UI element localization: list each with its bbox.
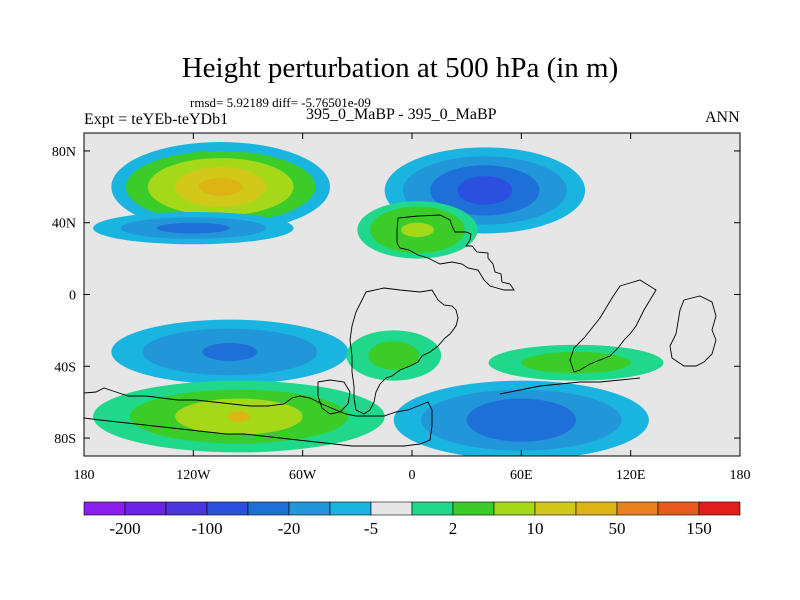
- season-label: ANN: [705, 109, 740, 126]
- colorbar-swatch: [657, 501, 700, 516]
- nh-pacific-positive-level-4: [198, 177, 243, 196]
- colorbar-label: 10: [527, 519, 544, 538]
- y-tick-label: 0: [69, 289, 76, 304]
- case-label: 395_0_MaBP - 395_0_MaBP: [306, 106, 497, 123]
- x-tick-label: 180: [730, 468, 751, 483]
- colorbar-swatch: [370, 501, 413, 516]
- colorbar-label: 150: [686, 519, 712, 538]
- colorbar-swatch: [83, 501, 126, 516]
- colorbar-swatch: [575, 501, 618, 516]
- colorbar-swatch: [534, 501, 577, 516]
- colorbar: -200 -100 -20 -5 2 10 50 150: [83, 501, 741, 538]
- coastline-antarctic-peninsula: [317, 379, 351, 415]
- nh-eurasia-negative-level-3: [457, 176, 513, 205]
- colorbar-swatch: [124, 501, 167, 516]
- sh-pacific-negative-level-2: [202, 342, 258, 361]
- coastline-layer: [84, 214, 717, 447]
- coastline-africa: [569, 279, 657, 373]
- coastline-north-america: [396, 214, 515, 291]
- y-tick-label: 80S: [54, 432, 76, 447]
- x-tick-label: 60W: [289, 468, 317, 483]
- colorbar-swatch: [493, 501, 536, 516]
- x-tick-label: 180: [74, 468, 95, 483]
- colorbar-label: 50: [609, 519, 626, 538]
- coastline-australia: [669, 295, 717, 367]
- colorbar-label: 2: [449, 519, 458, 538]
- colorbar-swatch: [452, 501, 495, 516]
- coastline-southern-ridge: [499, 377, 641, 395]
- colorbar-label: -200: [109, 519, 140, 538]
- y-tick-label: 40S: [54, 360, 76, 375]
- stats-label: rmsd= 5.92189 diff= -5.76501e-09: [190, 95, 371, 110]
- colorbar-swatch: [206, 501, 249, 516]
- coastline-antarctica: [84, 387, 433, 447]
- sh-indian-negative-level-2: [466, 398, 576, 442]
- x-tick-label: 60E: [510, 468, 533, 483]
- colorbar-label: -100: [191, 519, 222, 538]
- y-tick-label: 40N: [52, 217, 76, 232]
- x-tick-label: 0: [409, 468, 416, 483]
- chart-title: Height perturbation at 500 hPa (in m): [181, 52, 619, 84]
- colorbar-label: -20: [278, 519, 301, 538]
- colorbar-swatch: [247, 501, 290, 516]
- nh-atlantic-positive-level-2: [401, 222, 434, 238]
- x-tick-label: 120E: [616, 468, 646, 483]
- experiment-label: Expt = teYEb-teYDb1: [84, 111, 229, 128]
- colorbar-swatch: [411, 501, 454, 516]
- colorbar-swatch: [165, 501, 208, 516]
- axes: 180 120W 60W 0 60E 120E 180 80N 40N 0 40S 80S: [52, 133, 751, 483]
- colorbar-swatch: [329, 501, 372, 516]
- colorbar-label: -5: [364, 519, 378, 538]
- sh-atlantic-positive-level-1: [368, 341, 420, 370]
- colorbar-swatch: [288, 501, 331, 516]
- sh-indian-positive-level-1: [521, 351, 631, 374]
- sh-southern-positive-level-3: [227, 411, 250, 422]
- coastline-south-america: [349, 287, 459, 415]
- x-tick-label: 120W: [176, 468, 211, 483]
- colorbar-swatch: [698, 501, 741, 516]
- colorbar-swatch: [616, 501, 659, 516]
- y-tick-label: 80N: [52, 145, 76, 160]
- nh-pacific-negative-level-2: [156, 222, 230, 234]
